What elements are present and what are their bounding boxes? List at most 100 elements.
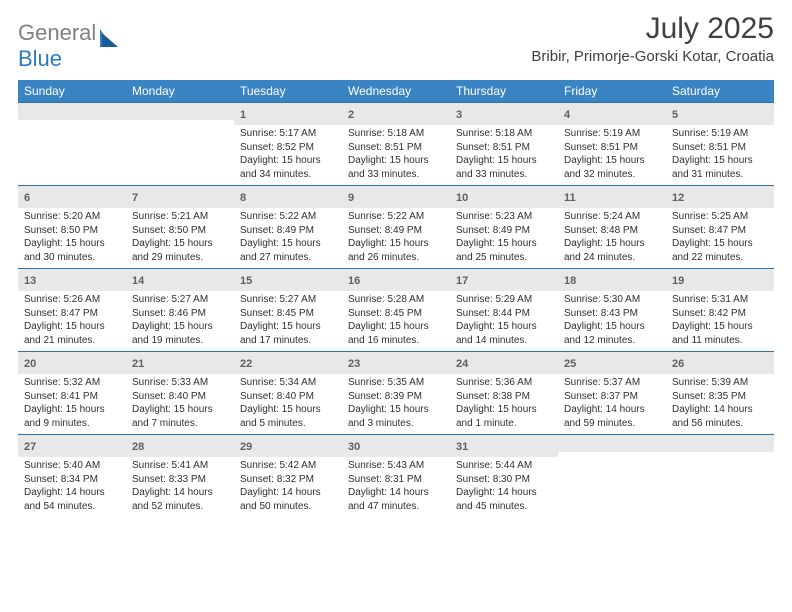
daylight-text: and 5 minutes.	[240, 417, 336, 431]
day-cell: 20Sunrise: 5:32 AMSunset: 8:41 PMDayligh…	[18, 351, 126, 434]
day-number: 17	[456, 275, 468, 287]
sunset-text: Sunset: 8:44 PM	[456, 307, 552, 321]
daylight-text: and 7 minutes.	[132, 417, 228, 431]
daylight-text: Daylight: 14 hours	[132, 486, 228, 500]
sunset-text: Sunset: 8:42 PM	[672, 307, 768, 321]
sunrise-text: Sunrise: 5:18 AM	[348, 127, 444, 141]
day-number-bar	[558, 434, 666, 452]
day-number: 15	[240, 275, 252, 287]
day-number-bar: 12	[666, 185, 774, 208]
sunrise-text: Sunrise: 5:27 AM	[132, 293, 228, 307]
day-number-bar: 22	[234, 351, 342, 374]
day-cell: 1Sunrise: 5:17 AMSunset: 8:52 PMDaylight…	[234, 102, 342, 185]
day-content: Sunrise: 5:18 AMSunset: 8:51 PMDaylight:…	[450, 125, 558, 185]
daylight-text: Daylight: 15 hours	[24, 237, 120, 251]
daylight-text: and 34 minutes.	[240, 168, 336, 182]
daylight-text: and 45 minutes.	[456, 500, 552, 514]
sunset-text: Sunset: 8:43 PM	[564, 307, 660, 321]
sunrise-text: Sunrise: 5:41 AM	[132, 459, 228, 473]
day-number: 23	[348, 358, 360, 370]
day-number: 3	[456, 109, 462, 121]
day-number-bar: 1	[234, 102, 342, 125]
day-cell: 7Sunrise: 5:21 AMSunset: 8:50 PMDaylight…	[126, 185, 234, 268]
sunset-text: Sunset: 8:51 PM	[564, 141, 660, 155]
sunset-text: Sunset: 8:52 PM	[240, 141, 336, 155]
sunset-text: Sunset: 8:45 PM	[240, 307, 336, 321]
day-number: 9	[348, 192, 354, 204]
day-number: 18	[564, 275, 576, 287]
sunset-text: Sunset: 8:33 PM	[132, 473, 228, 487]
sunset-text: Sunset: 8:51 PM	[348, 141, 444, 155]
day-number: 21	[132, 358, 144, 370]
empty-day-cell	[18, 102, 126, 185]
sunset-text: Sunset: 8:40 PM	[132, 390, 228, 404]
daylight-text: and 56 minutes.	[672, 417, 768, 431]
daylight-text: Daylight: 15 hours	[672, 320, 768, 334]
day-number-bar: 21	[126, 351, 234, 374]
day-content: Sunrise: 5:24 AMSunset: 8:48 PMDaylight:…	[558, 208, 666, 268]
day-number: 27	[24, 441, 36, 453]
sunset-text: Sunset: 8:49 PM	[456, 224, 552, 238]
daylight-text: Daylight: 15 hours	[456, 320, 552, 334]
day-content: Sunrise: 5:34 AMSunset: 8:40 PMDaylight:…	[234, 374, 342, 434]
weekday-header: Monday	[126, 80, 234, 102]
page-title: July 2025	[531, 12, 774, 46]
sunrise-text: Sunrise: 5:32 AM	[24, 376, 120, 390]
day-number-bar	[666, 434, 774, 452]
daylight-text: Daylight: 15 hours	[348, 237, 444, 251]
day-number: 20	[24, 358, 36, 370]
empty-day-cell	[666, 434, 774, 517]
sunset-text: Sunset: 8:50 PM	[132, 224, 228, 238]
weekday-header-row: Sunday Monday Tuesday Wednesday Thursday…	[18, 80, 774, 102]
sunset-text: Sunset: 8:31 PM	[348, 473, 444, 487]
day-cell: 30Sunrise: 5:43 AMSunset: 8:31 PMDayligh…	[342, 434, 450, 517]
week-row: 6Sunrise: 5:20 AMSunset: 8:50 PMDaylight…	[18, 185, 774, 268]
weekday-header: Tuesday	[234, 80, 342, 102]
day-cell: 18 Sunrise: 5:30 AMSunset: 8:43 PMDayligh…	[558, 268, 666, 351]
sunrise-text: Sunrise: 5:34 AM	[240, 376, 336, 390]
sunrise-text: Sunrise: 5:28 AM	[348, 293, 444, 307]
sunrise-text: Sunrise: 5:25 AM	[672, 210, 768, 224]
sunset-text: Sunset: 8:51 PM	[456, 141, 552, 155]
day-cell: 16Sunrise: 5:28 AMSunset: 8:45 PMDayligh…	[342, 268, 450, 351]
daylight-text: and 14 minutes.	[456, 334, 552, 348]
daylight-text: Daylight: 15 hours	[348, 154, 444, 168]
day-number: 29	[240, 441, 252, 453]
sunrise-text: Sunrise: 5:33 AM	[132, 376, 228, 390]
day-content: Sunrise: 5:37 AMSunset: 8:37 PMDaylight:…	[558, 374, 666, 434]
daylight-text: and 24 minutes.	[564, 251, 660, 265]
daylight-text: Daylight: 15 hours	[564, 320, 660, 334]
daylight-text: Daylight: 15 hours	[348, 403, 444, 417]
daylight-text: and 26 minutes.	[348, 251, 444, 265]
daylight-text: and 22 minutes.	[672, 251, 768, 265]
day-number: 14	[132, 275, 144, 287]
daylight-text: Daylight: 14 hours	[672, 403, 768, 417]
day-number-bar	[18, 102, 126, 120]
day-content: Sunrise: 5:29 AMSunset: 8:44 PMDaylight:…	[450, 291, 558, 351]
day-content: Sunrise: 5:30 AMSunset: 8:43 PMDaylight:…	[558, 291, 666, 351]
sunset-text: Sunset: 8:51 PM	[672, 141, 768, 155]
day-number: 6	[24, 192, 30, 204]
day-number-bar: 19	[666, 268, 774, 291]
day-content: Sunrise: 5:19 AMSunset: 8:51 PMDaylight:…	[558, 125, 666, 185]
day-cell: 29Sunrise: 5:42 AMSunset: 8:32 PMDayligh…	[234, 434, 342, 517]
day-number: 28	[132, 441, 144, 453]
week-row: 27Sunrise: 5:40 AMSunset: 8:34 PMDayligh…	[18, 434, 774, 517]
day-number: 26	[672, 358, 684, 370]
day-cell: 14Sunrise: 5:27 AMSunset: 8:46 PMDayligh…	[126, 268, 234, 351]
day-number-bar: 15	[234, 268, 342, 291]
daylight-text: Daylight: 15 hours	[672, 154, 768, 168]
day-cell: 9Sunrise: 5:22 AMSunset: 8:49 PMDaylight…	[342, 185, 450, 268]
day-number-bar: 3	[450, 102, 558, 125]
sunrise-text: Sunrise: 5:30 AM	[564, 293, 660, 307]
day-content: Sunrise: 5:22 AMSunset: 8:49 PMDaylight:…	[234, 208, 342, 268]
day-cell: 17 Sunrise: 5:29 AMSunset: 8:44 PMDayligh…	[450, 268, 558, 351]
daylight-text: Daylight: 15 hours	[132, 403, 228, 417]
daylight-text: and 33 minutes.	[456, 168, 552, 182]
daylight-text: and 27 minutes.	[240, 251, 336, 265]
sunrise-text: Sunrise: 5:44 AM	[456, 459, 552, 473]
day-cell: 5Sunrise: 5:19 AMSunset: 8:51 PMDaylight…	[666, 102, 774, 185]
sunrise-text: Sunrise: 5:35 AM	[348, 376, 444, 390]
calendar: Sunday Monday Tuesday Wednesday Thursday…	[18, 80, 774, 517]
daylight-text: Daylight: 14 hours	[24, 486, 120, 500]
